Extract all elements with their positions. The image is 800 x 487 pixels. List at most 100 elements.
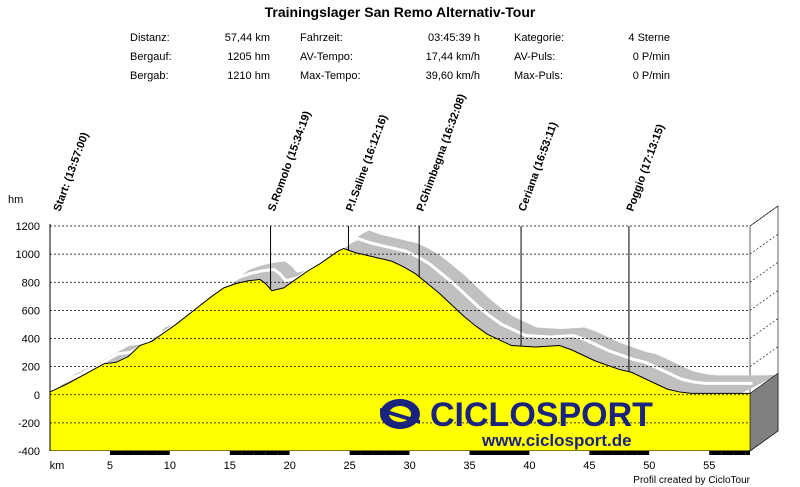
x-axis-scale-segment xyxy=(541,451,554,455)
x-tick-label: 35 xyxy=(463,460,475,472)
wall-grid-line xyxy=(749,290,779,311)
x-tick-label: 10 xyxy=(164,460,176,472)
y-tick-label: -400 xyxy=(18,446,40,458)
x-axis-scale-segment xyxy=(241,451,254,455)
y-tick-label: 1200 xyxy=(16,221,40,233)
waypoint-label: Ceriana (16:53:11) xyxy=(517,120,561,213)
x-axis-scale-segment xyxy=(349,451,362,455)
x-axis-scale-segment xyxy=(133,451,146,455)
x-axis-scale-segment xyxy=(709,451,722,455)
x-axis-label: km xyxy=(50,460,65,472)
x-axis-scale-segment xyxy=(325,451,338,455)
x-axis-scale-segment xyxy=(661,451,674,455)
credit-text: Profil created by CicloTour xyxy=(633,475,750,486)
stat-value-fahrzeit: 03:45:39 h xyxy=(428,32,480,44)
x-axis-scale-segment xyxy=(613,451,626,455)
profile-side-face xyxy=(749,372,779,452)
x-axis-scale-segment xyxy=(493,451,506,455)
wall-grid-line xyxy=(749,233,779,255)
x-axis-scale-segment xyxy=(169,451,182,455)
waypoint-label: S.Romolo (15:34:19) xyxy=(266,109,314,213)
x-axis-scale-segment xyxy=(313,451,326,455)
x-axis-scale-segment xyxy=(337,451,350,455)
wall-grid-line xyxy=(749,346,779,367)
x-axis-scale-segment xyxy=(601,451,614,455)
wall-grid-line xyxy=(749,205,779,227)
waypoint-label: P.I.Saline (16:12:16) xyxy=(344,113,390,213)
x-axis-scale-segment xyxy=(721,451,734,455)
x-tick-label: 25 xyxy=(344,460,356,472)
x-axis-scale-segment xyxy=(397,451,410,455)
x-axis-scale-segment xyxy=(85,451,98,455)
stat-label-kategorie: Kategorie: xyxy=(514,32,565,44)
x-axis-scale-segment xyxy=(637,451,650,455)
stat-value-bergab: 1210 hm xyxy=(227,70,270,82)
x-axis-scale-segment xyxy=(277,451,290,455)
x-axis-scale-segment xyxy=(217,451,230,455)
x-axis-scale-segment xyxy=(61,451,74,455)
x-axis-scale-segment xyxy=(121,451,134,455)
x-tick-label: 40 xyxy=(523,460,535,472)
x-axis-scale-segment xyxy=(505,451,518,455)
y-tick-label: 800 xyxy=(22,277,40,289)
x-axis-scale-segment xyxy=(253,451,266,455)
x-axis-scale-segment xyxy=(193,451,206,455)
x-axis-scale-segment xyxy=(685,451,698,455)
stat-label-bergab: Bergab: xyxy=(130,70,169,82)
x-axis-scale-segment xyxy=(421,451,434,455)
x-axis-scale-segment xyxy=(409,451,422,455)
x-tick-label: 45 xyxy=(583,460,595,472)
stat-value-bergauf: 1205 hm xyxy=(227,51,270,63)
y-tick-label: 0 xyxy=(34,390,40,402)
x-axis-scale-segment xyxy=(73,451,86,455)
y-tick-label: 1000 xyxy=(16,249,40,261)
y-tick-label: 400 xyxy=(22,334,40,346)
x-tick-label: 15 xyxy=(224,460,236,472)
x-axis-scale-segment xyxy=(109,451,122,455)
stat-value-kategorie: 4 Sterne xyxy=(628,32,670,44)
x-axis-scale-segment xyxy=(385,451,398,455)
ciclosport-logo: CICLOSPORT www.ciclosport.de xyxy=(380,396,653,450)
y-tick-label: -200 xyxy=(18,418,40,430)
stat-label-distanz: Distanz: xyxy=(130,32,170,44)
x-axis-scale-segment xyxy=(145,451,158,455)
stat-label-max-puls: Max-Puls: xyxy=(514,70,563,82)
stat-value-av-tempo: 17,44 km/h xyxy=(425,51,480,63)
stat-label-fahrzeit: Fahrzeit: xyxy=(300,32,343,44)
stat-label-av-tempo: AV-Tempo: xyxy=(300,51,353,63)
x-axis-scale-segment xyxy=(229,451,242,455)
x-axis-scale-segment xyxy=(157,451,170,455)
ciclosport-emblem-icon xyxy=(380,399,420,429)
waypoint-label: P.Ghimbegna (16:32:08) xyxy=(415,92,469,213)
wall-grid-line xyxy=(749,318,779,339)
x-axis-scale-segment xyxy=(469,451,482,455)
x-axis-scale-segment xyxy=(181,451,194,455)
stat-label-av-puls: AV-Puls: xyxy=(514,51,556,63)
x-axis-scale-segment xyxy=(301,451,314,455)
x-tick-label: 50 xyxy=(643,460,655,472)
logo-url-text: www.ciclosport.de xyxy=(481,431,632,450)
x-axis-scale-segment xyxy=(97,451,110,455)
x-axis-scale-segment xyxy=(733,451,746,455)
x-axis-scale-segment xyxy=(697,451,710,455)
x-tick-label: 20 xyxy=(284,460,296,472)
x-axis-scale-segment xyxy=(625,451,638,455)
stat-label-max-tempo: Max-Tempo: xyxy=(300,70,361,82)
stat-value-av-puls: 0 P/min xyxy=(632,51,670,63)
y-tick-label: 200 xyxy=(22,362,40,374)
x-axis-scale-segment xyxy=(577,451,590,455)
y-tick-label: 600 xyxy=(22,305,40,317)
x-axis-scale-segment xyxy=(517,451,530,455)
wall-grid-line xyxy=(749,262,779,283)
stat-value-distanz: 57,44 km xyxy=(224,32,270,44)
waypoint-label: Start: (13:57:00) xyxy=(52,130,92,213)
x-tick-label: 55 xyxy=(703,460,715,472)
x-axis-scale-segment xyxy=(649,451,662,455)
x-axis-scale-segment xyxy=(589,451,602,455)
x-axis-scale-segment xyxy=(50,451,62,455)
stat-value-max-puls: 0 P/min xyxy=(632,70,670,82)
x-axis-scale-segment xyxy=(481,451,494,455)
x-axis-scale-segment xyxy=(745,451,750,455)
chart-title: Trainingslager San Remo Alternativ-Tour xyxy=(264,4,536,20)
stat-value-max-tempo: 39,60 km/h xyxy=(425,70,480,82)
